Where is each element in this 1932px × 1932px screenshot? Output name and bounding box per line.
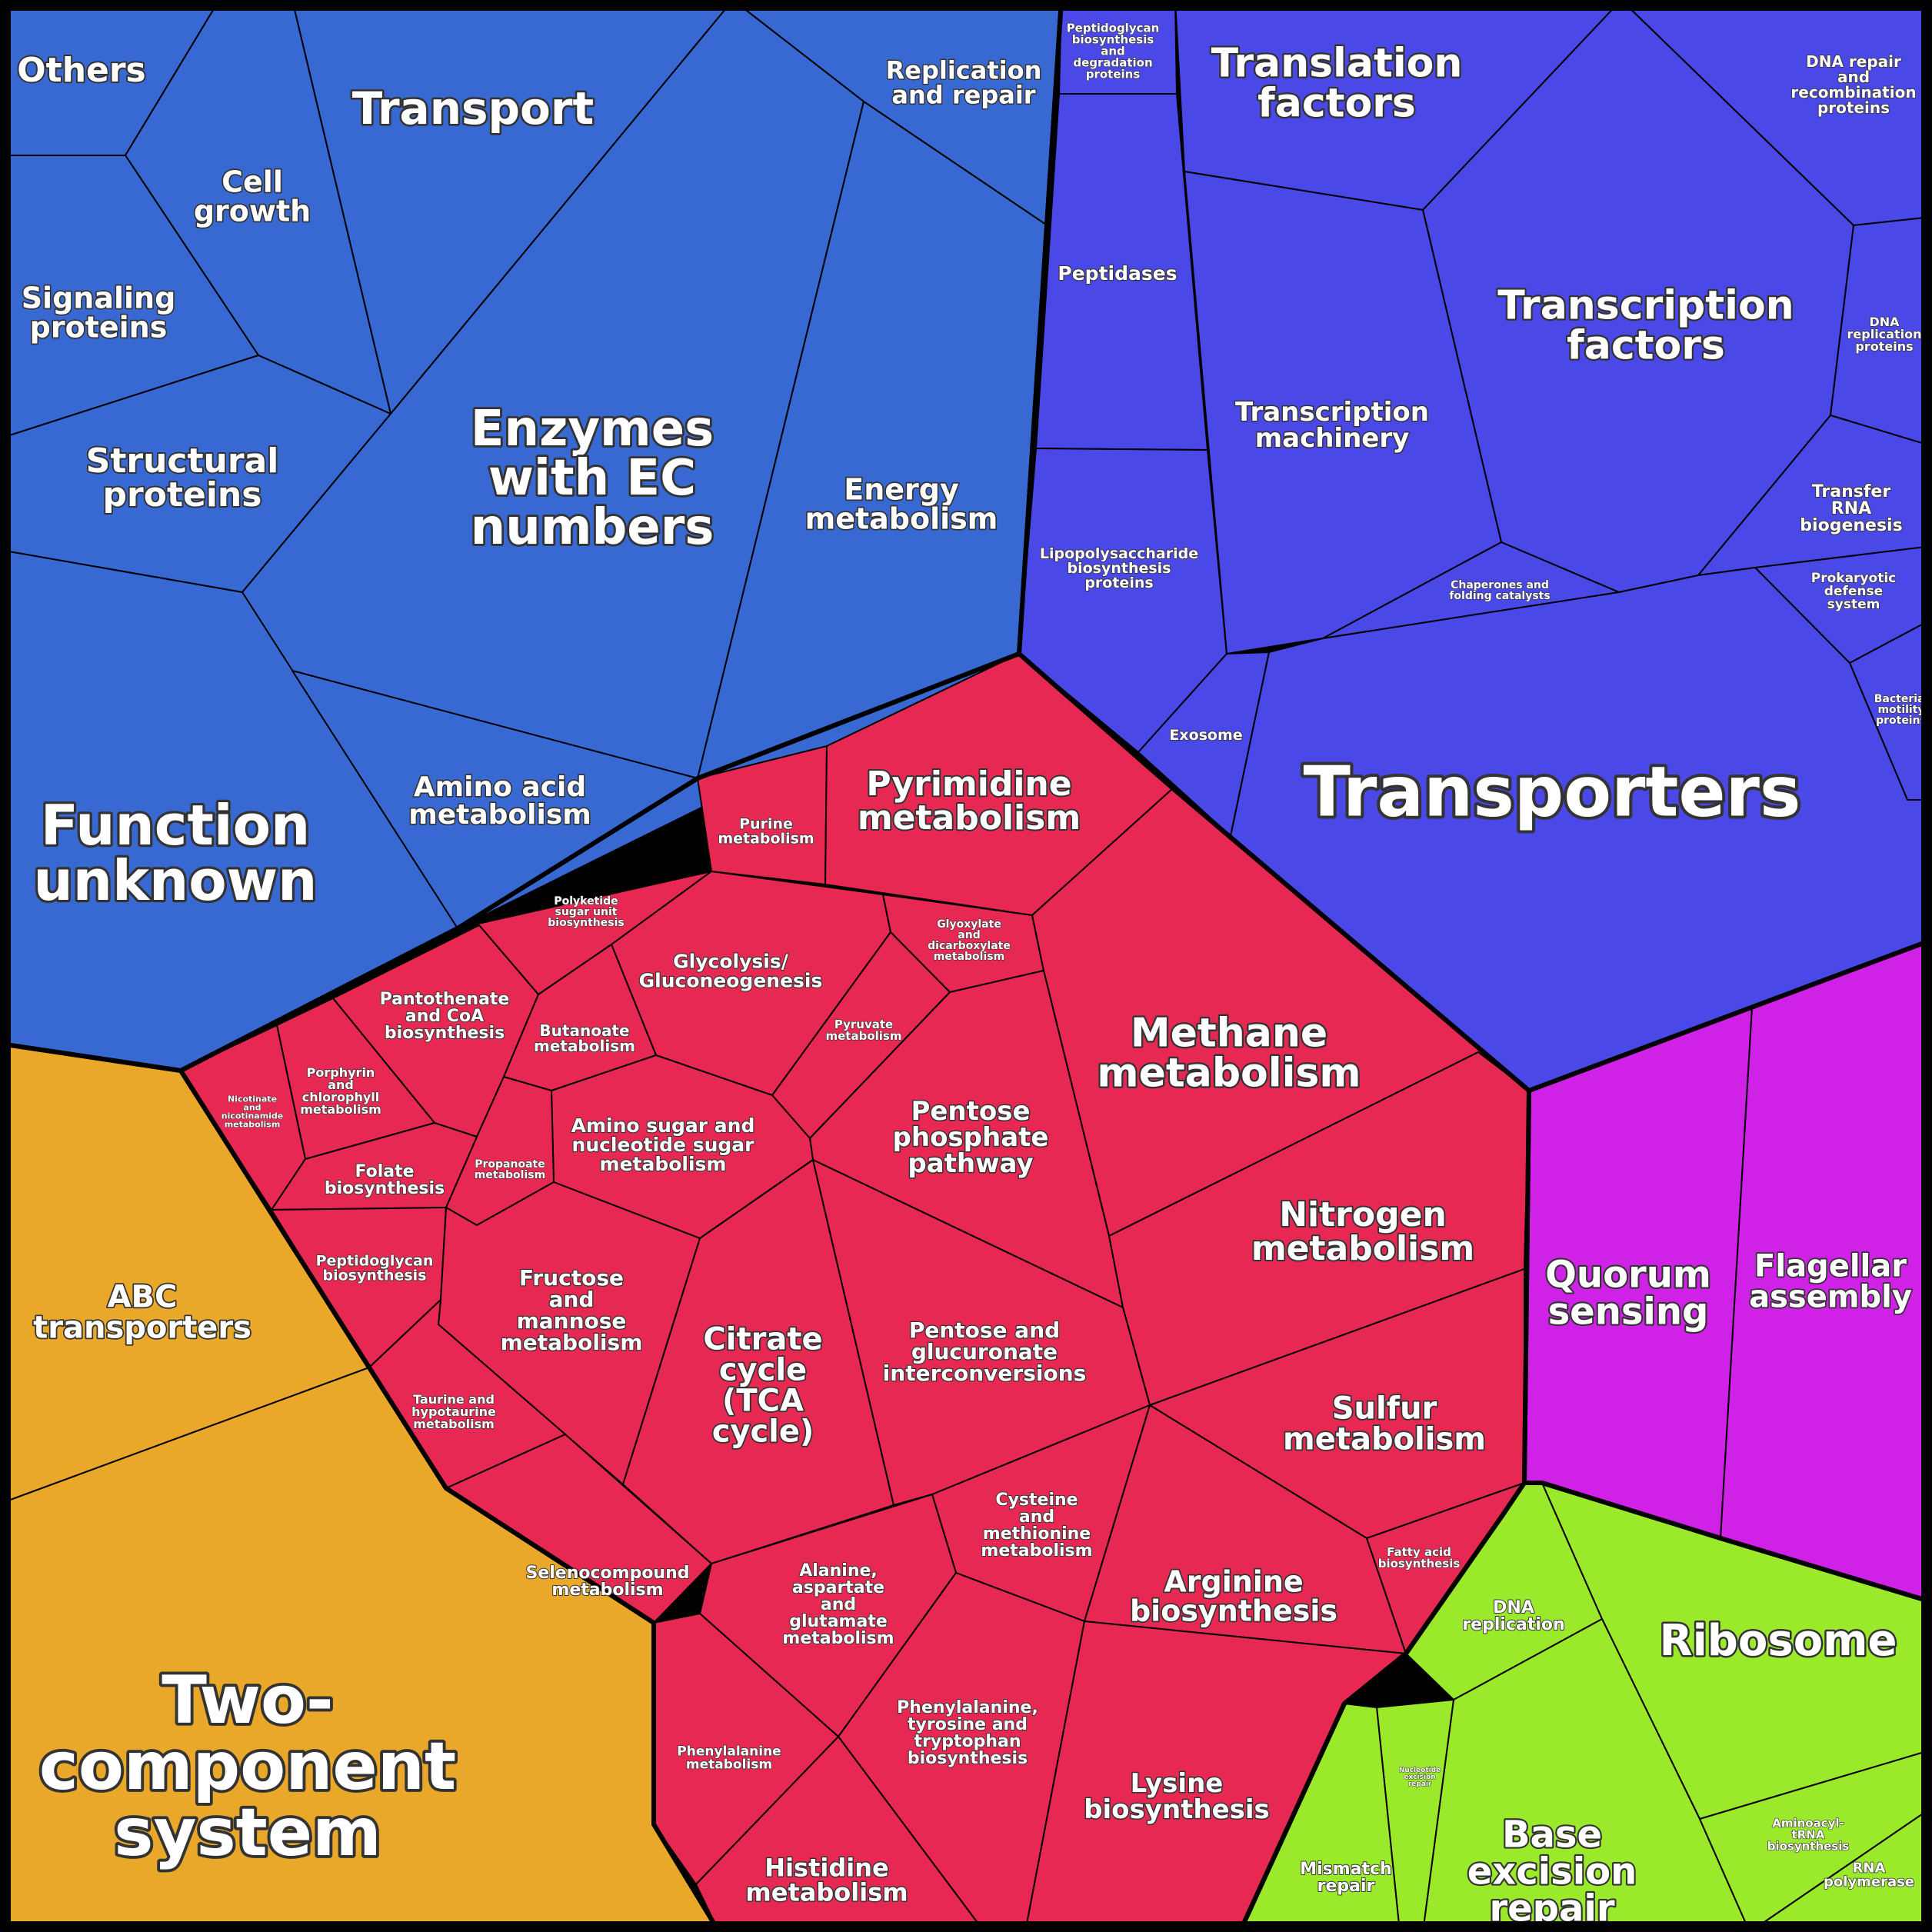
label-butanoate-metabolism: Butanoate metabolism xyxy=(534,1021,635,1055)
label-methane-metabolism: Methane metabolism xyxy=(1097,1011,1361,1097)
label-polyketide-sugar-unit-biosynthesis: Polyketide sugar unit biosynthesis xyxy=(548,895,624,929)
group-boundary-lime xyxy=(1237,1481,1932,1932)
label-fructose-and-mannose-metabolism: Fructose and mannose metabolism xyxy=(501,1265,643,1355)
label-cell-growth: Cell growth xyxy=(194,165,311,228)
label-peptidoglycan-biosynthesis: Peptidoglycan biosynthesis xyxy=(316,1252,434,1284)
label-lipopolysaccharide-biosynthesis-proteins: Lipopolysaccharide biosynthesis proteins xyxy=(1040,545,1198,591)
label-aminoacyl-trna-biosynthesis: Aminoacyl-tRNA biosynthesis xyxy=(1767,1816,1850,1853)
label-glycolysis-gluconeogenesis: Glycolysis/Gluconeogenesis xyxy=(639,951,823,992)
label-purine-metabolism: Purine metabolism xyxy=(718,815,814,847)
label-exosome: Exosome xyxy=(1169,727,1242,744)
label-nucleotide-excision-repair: Nucleotide excision repair xyxy=(1399,1767,1441,1788)
label-histidine-metabolism: Histidine metabolism xyxy=(745,1854,908,1907)
label-abc-transporters: ABC transporters xyxy=(33,1279,251,1345)
label-translation-factors: Translation factors xyxy=(1211,41,1463,127)
label-peptidoglycan-biosynthesis-proteins: Peptidoglycan biosynthesis and degradation p… xyxy=(1067,21,1160,81)
label-prokaryotic-defense-system: Prokaryotic defense system xyxy=(1811,571,1896,612)
cell-dna-replication-proteins xyxy=(1830,216,1932,447)
label-dna-replication-proteins: DNA replication proteins xyxy=(1847,315,1922,354)
label-structural-proteins: Structural proteins xyxy=(86,441,279,515)
label-pantothenate-and-coa-biosynthesis: Pantothenate and CoA biosynthesis xyxy=(380,990,510,1043)
label-nitrogen-metabolism: Nitrogen metabolism xyxy=(1251,1195,1474,1268)
label-energy-metabolism: Energy metabolism xyxy=(805,473,998,536)
label-folate-biosynthesis: Folate biosynthesis xyxy=(325,1162,445,1198)
label-transport: Transport xyxy=(352,82,594,135)
cell-phenylalanine-metabolism xyxy=(653,1613,839,1885)
label-chaperones-and-folding-catalysts: Chaperones and folding catalysts xyxy=(1449,579,1550,602)
label-cysteine-and-methionine-metabolism: Cysteine and methionine metabolism xyxy=(981,1491,1092,1561)
label-citrate-cycle-tca-cycle: Citrate cycle (TCA cycle) xyxy=(703,1321,822,1449)
label-peptidases: Peptidases xyxy=(1058,262,1177,285)
label-sulfur-metabolism: Sulfur metabolism xyxy=(1283,1391,1486,1457)
label-pyruvate-metabolism: Pyruvate metabolism xyxy=(826,1018,902,1043)
cell-folate-biosynthesis xyxy=(271,1122,478,1211)
label-glyoxylate-and-dicarboxylate-metabolism: Glyoxylate and dicarboxylate metabolism xyxy=(928,918,1011,963)
label-transporters: Transporters xyxy=(1304,751,1801,832)
label-replication-and-repair: Replication and repair xyxy=(886,56,1042,110)
label-propanoate-metabolism: Propanoate metabolism xyxy=(475,1158,545,1181)
label-pentose-and-glucuronate-interconversions: Pentose and glucuronate interconversions xyxy=(883,1317,1087,1386)
label-signaling-proteins: Signaling proteins xyxy=(22,281,176,345)
label-porphyrin-and-chlorophyll-metabolism: Porphyrin and chlorophyll metabolism xyxy=(300,1065,381,1117)
label-pentose-phosphate-pathway: Pentose phosphate pathway xyxy=(893,1096,1049,1179)
label-arginine-biosynthesis: Arginine biosynthesis xyxy=(1130,1565,1337,1628)
label-mismatch-repair: Mismatch repair xyxy=(1300,1860,1392,1896)
label-enzymes-with-ec-numbers: Enzymes with EC numbers xyxy=(471,401,715,556)
label-fatty-acid-biosynthesis: Fatty acid biosynthesis xyxy=(1378,1545,1461,1571)
cell-rna-polymerase xyxy=(1749,1807,1932,1932)
label-two-component-system: Two-component system xyxy=(39,1662,456,1871)
label-quorum-sensing: Quorum sensing xyxy=(1545,1253,1711,1333)
label-function-unknown: Function unknown xyxy=(34,793,318,913)
label-amino-acid-metabolism: Amino acid metabolism xyxy=(408,771,591,831)
label-ribosome: Ribosome xyxy=(1659,1616,1897,1666)
label-phenylalanine-metabolism: Phenylalanine metabolism xyxy=(677,1744,781,1773)
label-lysine-biosynthesis: Lysine biosynthesis xyxy=(1084,1768,1270,1825)
label-dna-replication: DNA replication xyxy=(1462,1598,1564,1634)
label-nicotinate-and-nicotinamide-metabolism: Nicotinate and nicotinamide metabolism xyxy=(222,1094,284,1129)
label-flagellar-assembly: Flagellar assembly xyxy=(1749,1248,1912,1314)
group-boundary-orange xyxy=(0,1041,721,1932)
label-others: Others xyxy=(17,51,146,90)
label-rna-polymerase: RNA polymerase xyxy=(1824,1860,1914,1890)
label-transcription-machinery: Transcription machinery xyxy=(1235,397,1429,454)
label-pyrimidine-metabolism: Pyrimidine metabolism xyxy=(858,764,1081,838)
cell-aminoacyl-trna-biosynthesis xyxy=(1699,1749,1932,1932)
cell-phenylalanine-tyrosine-and-tryptophan-biosynthesis xyxy=(838,1572,1085,1932)
label-dna-repair-and-recombination-proteins: DNA repair and recombination proteins xyxy=(1790,52,1916,117)
label-amino-sugar-and-nucleotide-sugar-metabolism: Amino sugar and nucleotide sugar metabolis… xyxy=(571,1114,755,1175)
label-taurine-and-hypotaurine-metabolism: Taurine and hypotaurine metabolism xyxy=(411,1392,496,1431)
labels-layer: Others Transport Replication and repair Cell… xyxy=(15,21,1929,1932)
label-transcription-factors: Transcription factors xyxy=(1497,283,1794,369)
label-selenocompound-metabolism: Selenocompound metabolism xyxy=(525,1564,689,1600)
label-alanine-aspartate-and-glutamate-metabolism: Alanine, aspartate and glutamate metabolism xyxy=(782,1561,894,1648)
label-bacterial-motility-proteins: Bacterial motility proteins xyxy=(1874,693,1929,727)
label-transfer-rna-biogenesis: Transfer RNA biogenesis xyxy=(1800,482,1902,535)
label-phenylalanine-tyrosine-and-tryptophan-biosynthesis: Phenylalanine, tyrosine and tryptophan bios… xyxy=(897,1698,1038,1768)
